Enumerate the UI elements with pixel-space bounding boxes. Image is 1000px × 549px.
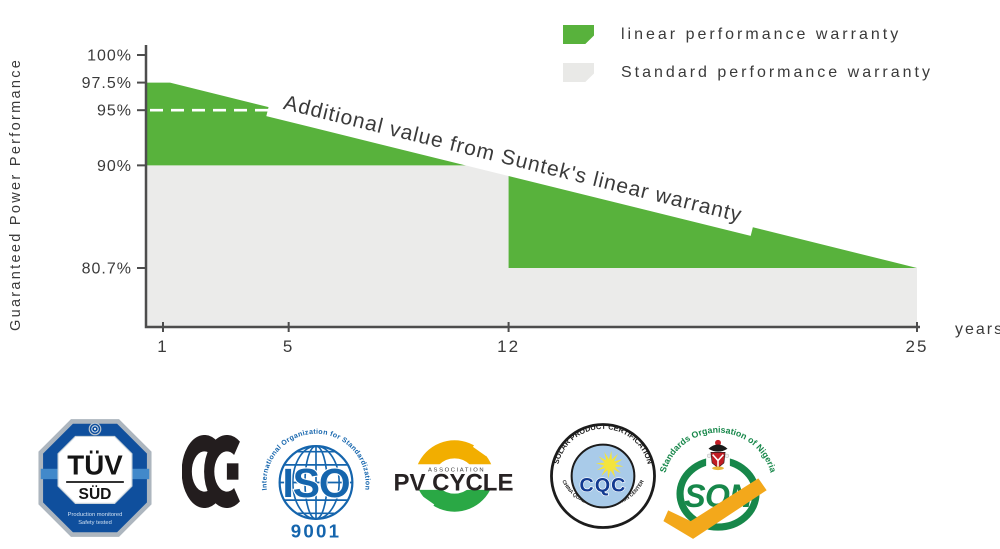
tuv-sud-logo: TÜV SÜD Production monitored Safety test… [38, 419, 152, 537]
legend-swatch-linear [563, 25, 594, 44]
iso-9001-logo: International Organization for Standardi… [261, 429, 370, 542]
tuv-tagline-1: Production monitored [68, 512, 123, 518]
nigeria-coat-of-arms-icon [706, 439, 730, 471]
y-tick-label: 80.7% [82, 261, 132, 278]
x-tick-label: 1 [157, 337, 168, 356]
legend-item-linear: linear performance warranty [563, 25, 933, 44]
tuv-sud-label: SÜD [79, 484, 112, 503]
x-axis-unit-label: years [955, 321, 1000, 338]
son-logo: Standards Organisation of Nigeria SON [658, 425, 778, 539]
tuv-emblem-icon [88, 422, 102, 436]
x-tick-label: 25 [906, 337, 929, 356]
ce-mark [182, 435, 240, 508]
tuv-tagline-2: Safety tested [78, 520, 112, 526]
legend-item-standard: Standard performance warranty [563, 63, 933, 82]
pv-cycle-name: PV CYCLE [393, 469, 513, 496]
x-tick-label: 5 [283, 337, 294, 356]
pv-cycle-logo: ASSOCIATION PV CYCLE [382, 435, 526, 516]
cqc-sun-icon [595, 450, 624, 479]
chart-axes [144, 45, 920, 329]
cqc-logo: SOLAR PRODUCT CERTIFICATION CHINA QUALIT… [550, 422, 656, 529]
pv-cycle-association-label: ASSOCIATION [428, 468, 485, 474]
legend-label-standard: Standard performance warranty [621, 63, 933, 81]
legend-label-linear: linear performance warranty [621, 25, 902, 43]
iso-globe-icon [278, 445, 354, 520]
cqc-center-label: CQC [580, 475, 627, 497]
tuv-label: TÜV [67, 450, 123, 481]
y-tick-label: 90% [97, 158, 132, 175]
y-tick-label: 100% [87, 48, 132, 65]
standard-warranty-area [146, 165, 917, 327]
iso-center-label: ISO [283, 460, 350, 506]
y-tick-label: 95% [97, 103, 132, 120]
legend-swatch-standard [563, 63, 594, 82]
x-tick-label: 12 [497, 337, 520, 356]
chart-legend: linear performance warranty Standard per… [563, 25, 933, 101]
iso-number: 9001 [291, 521, 341, 542]
pv-cycle-arrows-icon [382, 435, 526, 516]
ce-mark-logo [182, 435, 240, 508]
y-tick-label: 97.5% [82, 75, 132, 92]
tuv-inner-octagon [57, 435, 133, 504]
son-checkmark-icon [663, 478, 767, 539]
